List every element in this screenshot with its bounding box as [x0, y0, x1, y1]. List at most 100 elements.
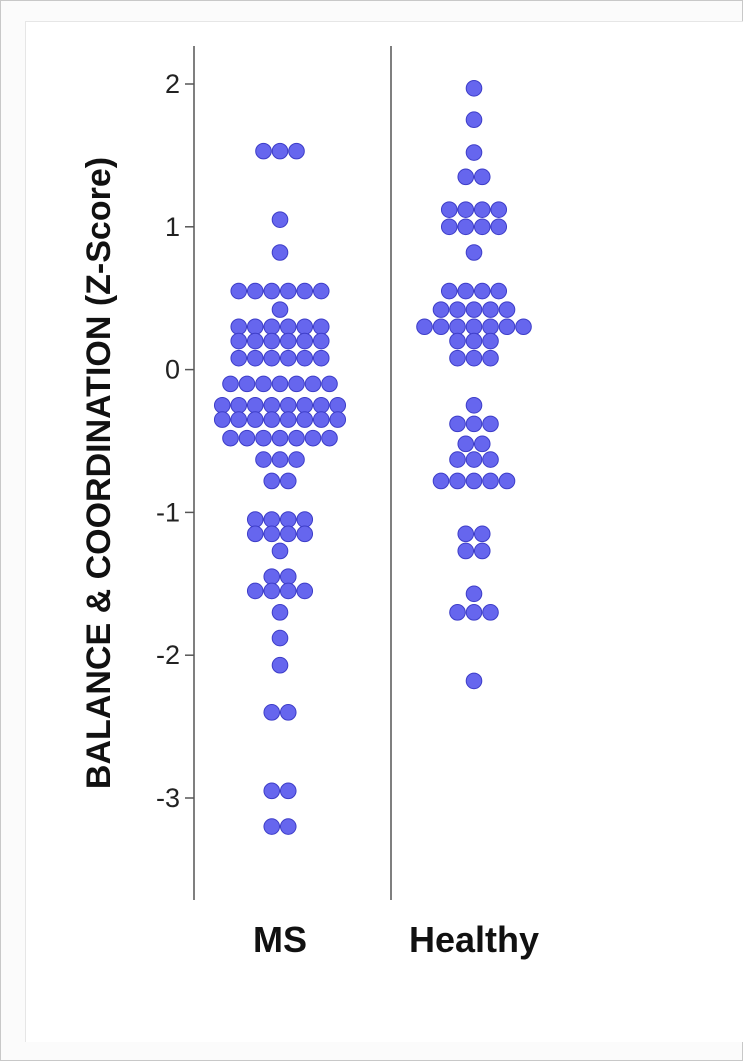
data-point [465, 472, 483, 490]
data-point [263, 582, 281, 600]
data-point [296, 332, 314, 350]
data-point [490, 218, 508, 236]
data-point [312, 397, 330, 414]
data-point [329, 397, 347, 414]
category-label: MS [253, 919, 307, 960]
data-point [449, 604, 466, 621]
data-point [440, 218, 458, 236]
data-point [263, 411, 281, 428]
data-point [465, 451, 483, 468]
data-point [296, 397, 314, 414]
data-point [304, 375, 322, 393]
y-ticks-group: 2 1 0 -1 -2 -3 [156, 69, 194, 813]
data-point [449, 332, 466, 350]
category-labels-group: MS Healthy [253, 919, 539, 960]
data-point [255, 451, 272, 468]
data-point [482, 451, 499, 468]
data-point [279, 582, 297, 600]
data-point [440, 282, 458, 300]
data-point [416, 318, 433, 336]
y-tick-label: 2 [165, 69, 180, 99]
data-points-group [213, 79, 532, 835]
data-point [296, 349, 314, 367]
data-point [230, 282, 248, 300]
category-label: Healthy [409, 919, 539, 960]
data-point [465, 318, 483, 336]
data-point [279, 568, 297, 585]
data-point [230, 318, 248, 336]
data-point [271, 142, 289, 160]
data-point [279, 411, 297, 428]
data-point [271, 451, 289, 468]
data-point [473, 435, 491, 453]
data-point [230, 332, 248, 350]
data-point [246, 525, 264, 543]
data-point [246, 511, 264, 528]
data-point [465, 415, 483, 433]
data-point [482, 604, 499, 621]
data-point [271, 629, 289, 647]
data-point [457, 218, 475, 236]
data-point [279, 525, 297, 543]
data-point [296, 318, 314, 336]
data-point [449, 472, 466, 490]
data-point [263, 818, 281, 835]
data-point [271, 301, 289, 318]
data-point [263, 397, 281, 414]
data-point [263, 282, 281, 300]
data-point [288, 142, 305, 160]
data-point [490, 282, 508, 300]
data-point [213, 397, 231, 414]
data-point [271, 656, 289, 674]
data-point [271, 604, 289, 621]
data-point [321, 429, 338, 447]
y-axis-label: BALANCE & COORDINATION (Z-Score) [80, 157, 118, 789]
data-point [465, 301, 483, 318]
data-point [498, 472, 516, 490]
data-point [449, 318, 466, 336]
data-point [490, 201, 508, 218]
data-point [296, 411, 314, 428]
data-point [473, 201, 491, 218]
data-point [238, 429, 256, 447]
data-point [465, 349, 483, 367]
data-point [255, 429, 272, 447]
data-point [465, 79, 483, 97]
data-point [263, 782, 281, 800]
data-point [222, 429, 239, 447]
data-point [279, 318, 297, 336]
data-point [465, 111, 483, 128]
data-point [312, 332, 330, 350]
data-point [312, 282, 330, 300]
data-point [246, 411, 264, 428]
data-point [246, 318, 264, 336]
data-point [473, 168, 491, 186]
data-point [288, 375, 305, 393]
data-point [263, 318, 281, 336]
y-tick-label: 0 [165, 355, 180, 385]
data-point [482, 318, 499, 336]
data-point [473, 282, 491, 300]
data-point [482, 472, 499, 490]
data-point [246, 397, 264, 414]
data-point [296, 282, 314, 300]
data-point [279, 397, 297, 414]
data-point [263, 472, 281, 490]
data-point [296, 582, 314, 600]
y-tick-label: -2 [156, 640, 180, 670]
data-point [457, 542, 475, 560]
data-point [321, 375, 338, 393]
data-point [230, 411, 248, 428]
data-point [457, 201, 475, 218]
data-point [482, 332, 499, 350]
data-point [465, 332, 483, 350]
data-point [329, 411, 347, 428]
data-point [457, 525, 475, 543]
data-point [312, 411, 330, 428]
data-point [271, 244, 289, 261]
data-point [213, 411, 231, 428]
data-point [279, 818, 297, 835]
data-point [457, 435, 475, 453]
data-point [279, 782, 297, 800]
